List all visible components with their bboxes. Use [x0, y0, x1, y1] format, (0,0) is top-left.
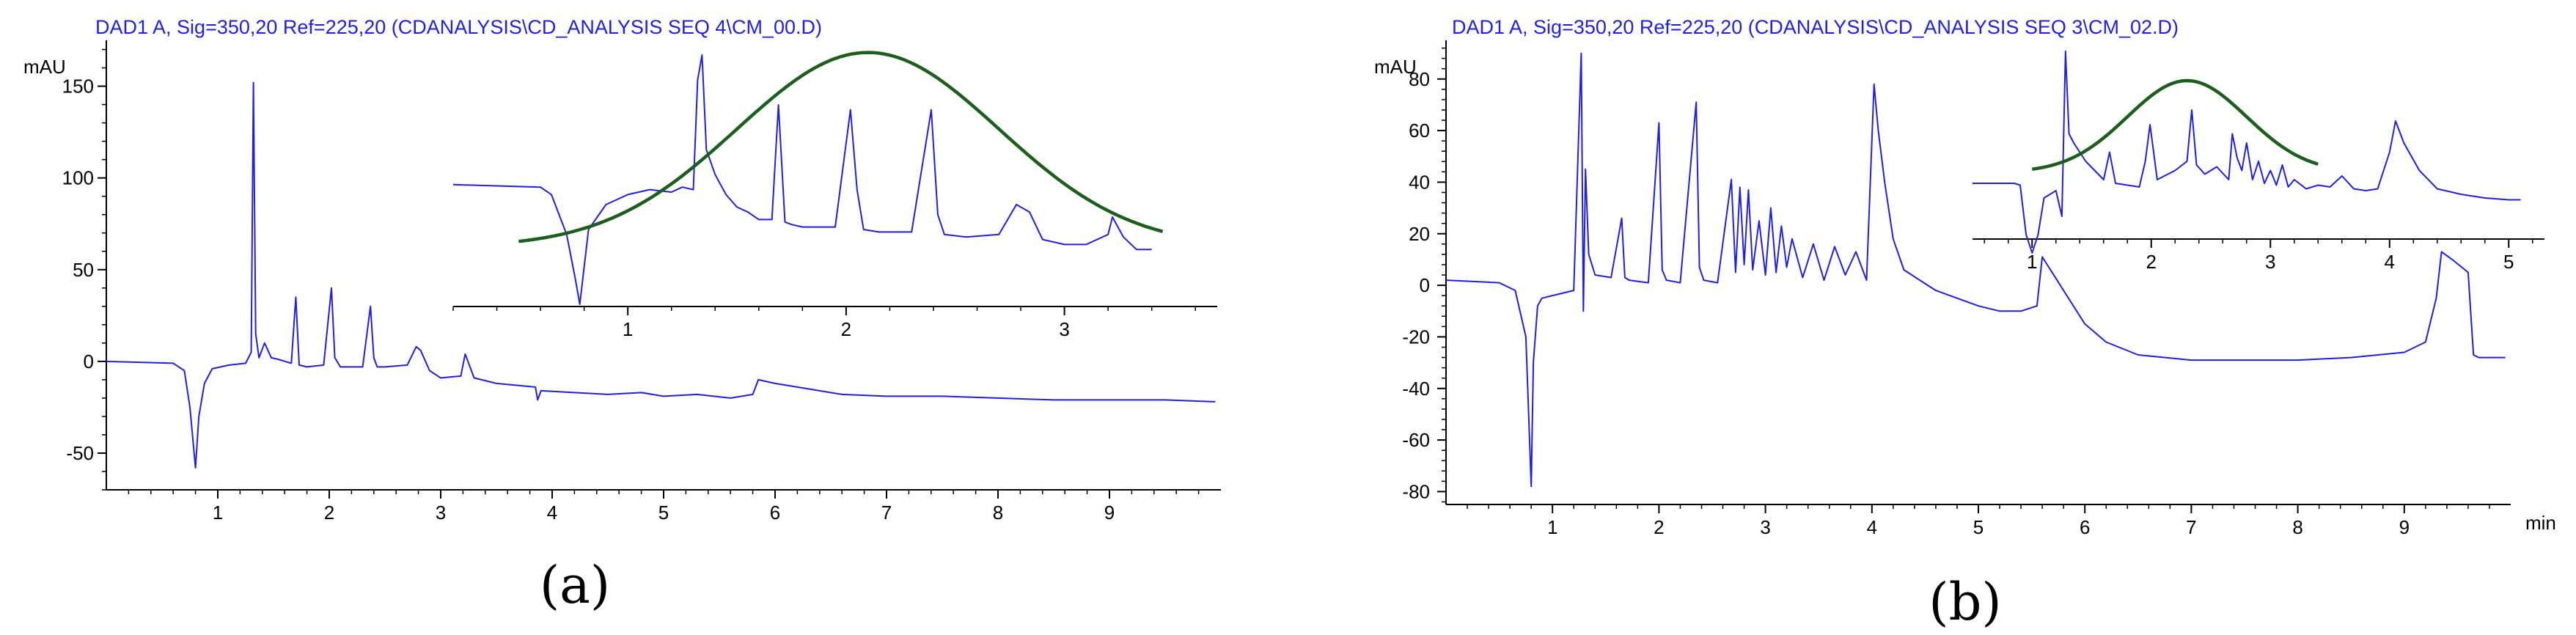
- inset-chart: 1 2 3: [452, 51, 1217, 340]
- x-tick-label: 7: [881, 502, 892, 524]
- inset-x-tick-label: 3: [2265, 251, 2275, 273]
- inset-trace-line: [452, 54, 1152, 305]
- x-tick-label: 6: [770, 502, 780, 524]
- inset-x-tick-label: 1: [2027, 251, 2037, 273]
- y-tick-label: -50: [66, 442, 94, 464]
- panel-label: (b): [1929, 572, 2001, 632]
- main-ticks: 1 2 3 4 5 6 7 8 9 -50 0 50 100 150: [62, 48, 1200, 524]
- main-axes: [1445, 40, 2511, 505]
- y-tick-label: 100: [62, 167, 94, 189]
- x-tick-label: 3: [436, 502, 446, 524]
- y-tick-label: 50: [73, 259, 94, 281]
- inset-x-tick-label: 1: [623, 318, 633, 340]
- series-line: [106, 81, 1216, 469]
- y-tick-label: -60: [1402, 429, 1430, 451]
- x-tick-label: 2: [1654, 516, 1664, 538]
- x-tick-label: 5: [658, 502, 669, 524]
- main-axes: [106, 40, 1221, 491]
- inset-x-tick-label: 3: [1059, 318, 1069, 340]
- x-tick-label: 3: [1760, 516, 1770, 538]
- y-tick-label: 80: [1409, 68, 1430, 90]
- series-line: [1445, 52, 2506, 488]
- y-tick-label: 0: [1420, 274, 1430, 296]
- x-tick-label: 8: [2292, 516, 2302, 538]
- y-tick-label: -20: [1402, 326, 1430, 348]
- y-tick-label: -80: [1402, 480, 1430, 502]
- inset-x-tick-label: 2: [841, 318, 851, 340]
- x-tick-label: 1: [1547, 516, 1557, 538]
- x-tick-label: 1: [213, 502, 223, 524]
- y-tick-label: 60: [1409, 120, 1430, 142]
- x-tick-label: 4: [1867, 516, 1877, 538]
- x-tick-label: 7: [2186, 516, 2196, 538]
- chart-title: DAD1 A, Sig=350,20 Ref=225,20 (CDANALYSI…: [1452, 16, 2179, 38]
- y-axis-label: mAU: [1374, 56, 1417, 78]
- x-tick-label: 6: [2080, 516, 2090, 538]
- x-tick-label: 4: [547, 502, 557, 524]
- inset-x-tick-label: 5: [2503, 251, 2514, 273]
- x-axis-label: min: [2525, 512, 2556, 534]
- x-tick-label: 9: [2399, 516, 2410, 538]
- chart-panel-b: DAD1 A, Sig=350,20 Ref=225,20 (CDANALYSI…: [1374, 16, 2556, 632]
- inset-x-tick-label: 2: [2146, 251, 2157, 273]
- y-tick-label: 40: [1409, 171, 1430, 193]
- panel-label: (a): [540, 555, 610, 615]
- y-tick-label: -40: [1402, 378, 1430, 400]
- inset-x-tick-label: 4: [2385, 251, 2395, 273]
- x-tick-label: 8: [993, 502, 1003, 524]
- y-tick-label: 0: [84, 350, 94, 372]
- y-axis-label: mAU: [23, 56, 66, 78]
- y-tick-label: 20: [1409, 223, 1430, 245]
- x-tick-label: 5: [1973, 516, 1984, 538]
- chart-panel-a: DAD1 A, Sig=350,20 Ref=225,20 (CDANALYSI…: [23, 16, 1221, 615]
- main-series: [106, 81, 1216, 469]
- y-tick-label: 150: [62, 76, 94, 98]
- inset-trace-line: [1973, 51, 2521, 254]
- inset-chart: 1 2 3 4 5: [1973, 51, 2544, 273]
- x-tick-label: 9: [1104, 502, 1115, 524]
- main-ticks: 1 2 3 4 5 6 7 8 9 -80 -60 -40 -20 0 20 40 60 80: [1402, 47, 2490, 538]
- main-series: [1445, 52, 2506, 488]
- chart-title: DAD1 A, Sig=350,20 Ref=225,20 (CDANALYSI…: [95, 16, 822, 38]
- inset-gaussian-fit-line: [2032, 78, 2319, 171]
- inset-gaussian-fit-line: [518, 51, 1164, 243]
- x-tick-label: 2: [324, 502, 334, 524]
